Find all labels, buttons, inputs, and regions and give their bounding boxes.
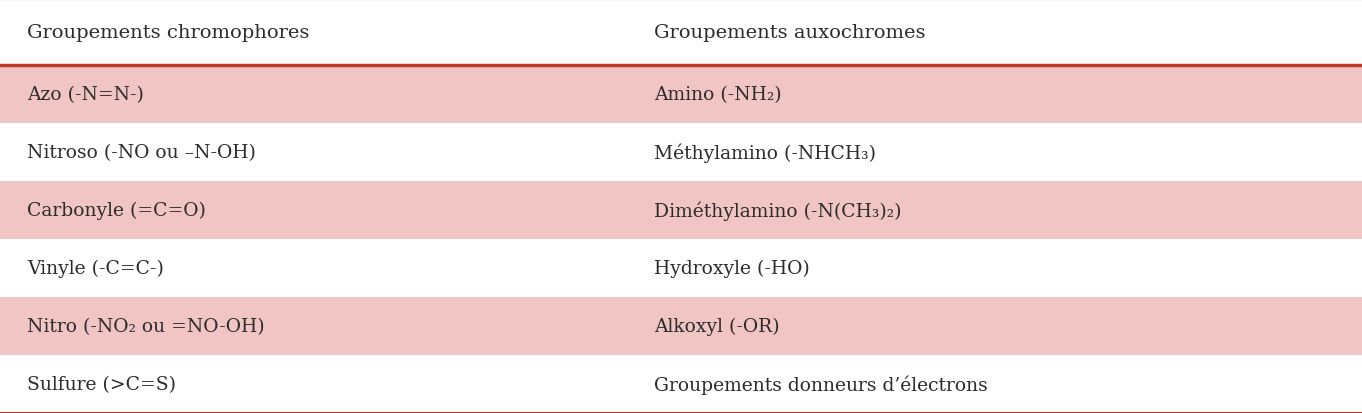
Bar <box>0 297 1362 355</box>
Text: Azo (-N=N-): Azo (-N=N-) <box>27 86 144 104</box>
Text: Vinyle (-C=C-): Vinyle (-C=C-) <box>27 259 163 278</box>
Text: Groupements donneurs d’électrons: Groupements donneurs d’électrons <box>654 374 987 394</box>
Text: Groupements chromophores: Groupements chromophores <box>27 24 309 42</box>
Text: Groupements auxochromes: Groupements auxochromes <box>654 24 925 42</box>
Text: Nitroso (-NO ou –N-OH): Nitroso (-NO ou –N-OH) <box>27 144 256 162</box>
Text: Amino (-NH₂): Amino (-NH₂) <box>654 86 782 104</box>
Bar <box>0 182 1362 240</box>
Bar <box>0 355 1362 413</box>
Text: Méthylamino (-NHCH₃): Méthylamino (-NHCH₃) <box>654 143 876 163</box>
Text: Alkoxyl (-OR): Alkoxyl (-OR) <box>654 317 779 335</box>
Text: Diméthylamino (-N(CH₃)₂): Diméthylamino (-N(CH₃)₂) <box>654 201 902 221</box>
Text: Carbonyle (=C=O): Carbonyle (=C=O) <box>27 202 206 220</box>
Bar <box>0 240 1362 297</box>
Text: Sulfure (>C=S): Sulfure (>C=S) <box>27 375 176 393</box>
Bar <box>0 124 1362 182</box>
Text: Hydroxyle (-HO): Hydroxyle (-HO) <box>654 259 809 278</box>
Bar <box>0 66 1362 124</box>
Text: Nitro (-NO₂ ou =NO-OH): Nitro (-NO₂ ou =NO-OH) <box>27 317 264 335</box>
Bar <box>0 0 1362 66</box>
